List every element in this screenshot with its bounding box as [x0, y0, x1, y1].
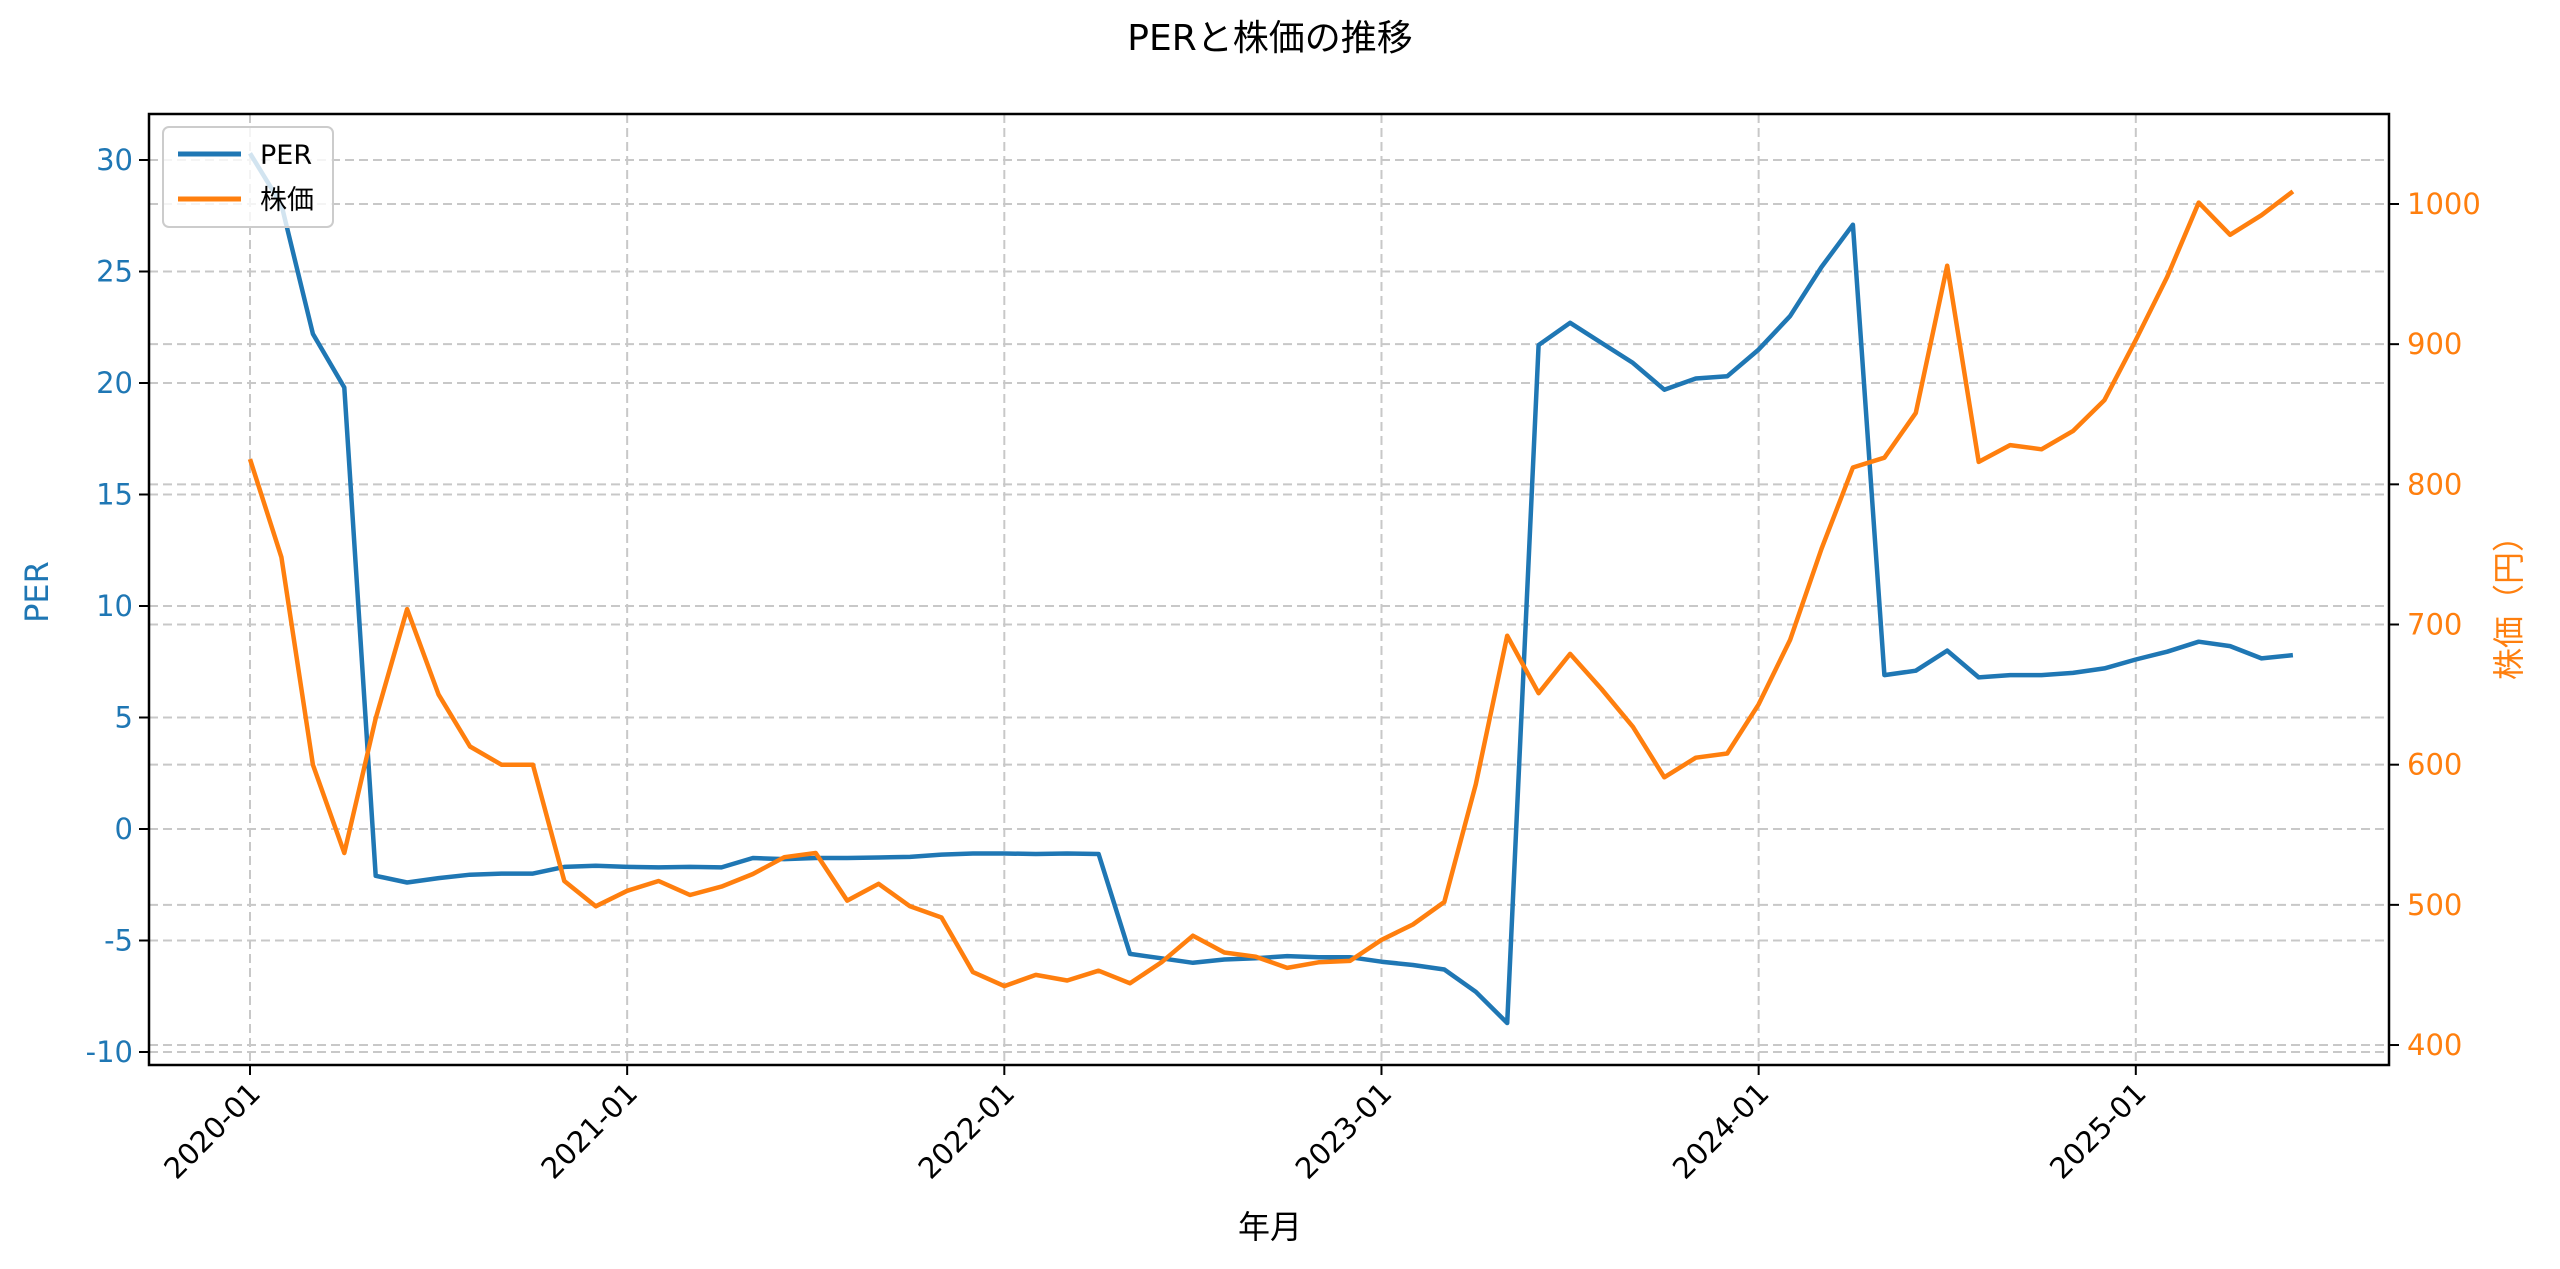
- left-tick-label: 10: [96, 589, 133, 623]
- right-tick-label: 400: [2407, 1028, 2462, 1062]
- x-tick-label: 2021-01: [534, 1076, 644, 1186]
- x-tick-label: 2024-01: [1666, 1076, 1776, 1186]
- left-tick-label: -10: [86, 1035, 133, 1069]
- plot-area: [247, 152, 2295, 1026]
- price-line: [247, 189, 2295, 989]
- grid-lines: [149, 114, 2389, 1065]
- left-tick-label: 15: [96, 478, 133, 512]
- x-axis-title: 年月: [1238, 1208, 1302, 1246]
- legend-per-label: PER: [260, 140, 312, 171]
- right-tick-label: 1000: [2407, 187, 2481, 221]
- left-tick-label: 25: [96, 255, 133, 289]
- plot-frame: [147, 112, 2391, 1067]
- left-tick-label: -5: [104, 924, 133, 958]
- right-tick-label: 500: [2407, 888, 2462, 922]
- x-tick-label: 2023-01: [1289, 1076, 1399, 1186]
- x-tick-label: 2020-01: [157, 1076, 267, 1186]
- right-tick-label: 900: [2407, 327, 2462, 361]
- left-tick-label: 5: [115, 701, 133, 735]
- chart-title: PERと株価の推移: [1127, 18, 1412, 59]
- per-line: [248, 152, 2294, 1026]
- left-tick-label: 0: [115, 812, 133, 846]
- x-axis: 2020-01 2021-01 2022-01 2023-01 2024-01 2025-…: [157, 1065, 2153, 1186]
- x-tick-label: 2025-01: [2043, 1076, 2153, 1186]
- left-tick-label: 20: [96, 366, 133, 400]
- legend: PER 株価: [162, 126, 334, 228]
- right-tick-label: 700: [2407, 608, 2462, 642]
- y-axis-left-title: PER: [18, 561, 56, 623]
- left-y-axis: -10 -5 0 5 10 15 20 25 30: [86, 143, 149, 1069]
- right-tick-label: 800: [2407, 467, 2462, 501]
- legend-price-label: 株価: [260, 185, 314, 216]
- right-y-axis: 400 500 600 700 800 900 1000: [2389, 187, 2481, 1062]
- left-tick-label: 30: [96, 143, 133, 177]
- y-axis-right-title: 株価（円）: [2490, 520, 2528, 680]
- right-tick-label: 600: [2407, 748, 2462, 782]
- x-tick-label: 2022-01: [912, 1076, 1022, 1186]
